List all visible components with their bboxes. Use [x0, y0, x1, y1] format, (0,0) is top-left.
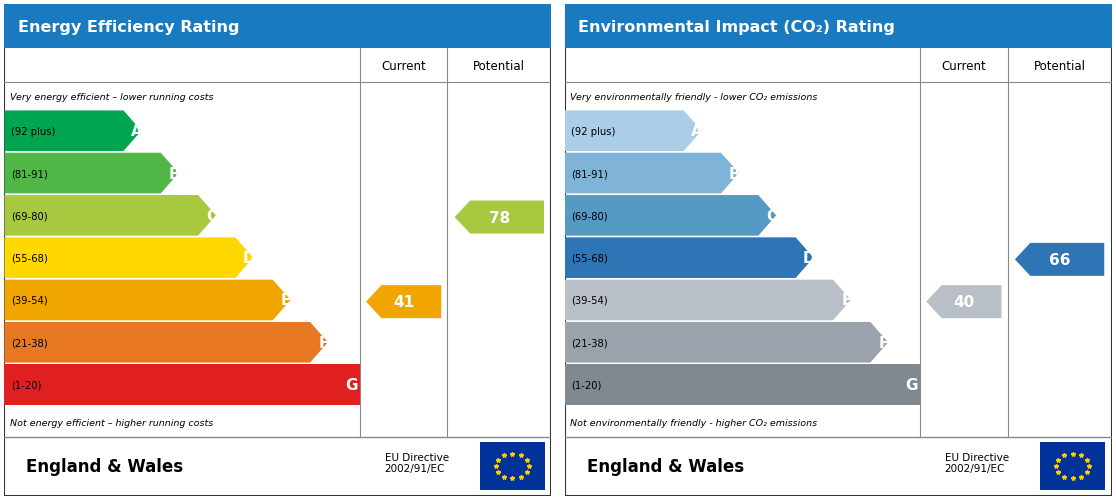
Text: 78: 78	[489, 210, 510, 225]
Text: E: E	[281, 293, 291, 308]
Polygon shape	[4, 153, 179, 194]
Text: E: E	[841, 293, 852, 308]
Polygon shape	[565, 111, 702, 152]
Polygon shape	[1014, 243, 1104, 276]
Bar	[4, 5, 551, 49]
Text: (92 plus): (92 plus)	[11, 126, 56, 136]
Text: Not energy efficient – higher running costs: Not energy efficient – higher running co…	[10, 418, 213, 427]
Text: 40: 40	[953, 295, 974, 310]
Bar	[565, 5, 1112, 49]
Polygon shape	[4, 111, 142, 152]
Text: Very energy efficient – lower running costs: Very energy efficient – lower running co…	[10, 93, 213, 102]
Text: (92 plus): (92 plus)	[571, 126, 616, 136]
Text: (69-80): (69-80)	[571, 211, 608, 221]
Polygon shape	[4, 365, 359, 405]
Text: F: F	[318, 335, 328, 350]
Text: (21-38): (21-38)	[11, 338, 48, 348]
Text: (81-91): (81-91)	[11, 169, 48, 179]
Polygon shape	[565, 280, 850, 321]
Polygon shape	[4, 280, 290, 321]
Polygon shape	[926, 286, 1001, 319]
Text: B: B	[729, 166, 740, 181]
Polygon shape	[565, 153, 739, 194]
Text: G: G	[346, 377, 358, 392]
Text: (1-20): (1-20)	[571, 380, 602, 390]
Polygon shape	[565, 238, 814, 279]
Text: (39-54): (39-54)	[11, 296, 48, 305]
Text: Potential: Potential	[1033, 60, 1086, 72]
Text: (39-54): (39-54)	[571, 296, 608, 305]
Text: D: D	[802, 250, 816, 266]
Polygon shape	[565, 365, 920, 405]
Text: B: B	[169, 166, 180, 181]
Text: (69-80): (69-80)	[11, 211, 48, 221]
Text: (21-38): (21-38)	[571, 338, 608, 348]
Text: Environmental Impact (CO₂) Rating: Environmental Impact (CO₂) Rating	[578, 20, 895, 35]
Polygon shape	[4, 238, 253, 279]
Text: G: G	[906, 377, 918, 392]
Text: A: A	[131, 124, 143, 139]
Text: EU Directive
2002/91/EC: EU Directive 2002/91/EC	[945, 452, 1009, 473]
Polygon shape	[366, 286, 441, 319]
Text: A: A	[691, 124, 703, 139]
Text: England & Wales: England & Wales	[587, 457, 743, 475]
Text: EU Directive
2002/91/EC: EU Directive 2002/91/EC	[385, 452, 449, 473]
Text: C: C	[767, 208, 777, 223]
Text: F: F	[878, 335, 888, 350]
Text: Current: Current	[942, 60, 987, 72]
Text: 41: 41	[393, 295, 414, 310]
Polygon shape	[565, 322, 888, 363]
Text: (1-20): (1-20)	[11, 380, 41, 390]
Polygon shape	[565, 196, 777, 236]
Text: D: D	[242, 250, 256, 266]
Text: Very environmentally friendly - lower CO₂ emissions: Very environmentally friendly - lower CO…	[570, 93, 818, 102]
Text: Energy Efficiency Rating: Energy Efficiency Rating	[18, 20, 240, 35]
Bar	[1040, 442, 1105, 490]
Text: (81-91): (81-91)	[571, 169, 608, 179]
Text: Not environmentally friendly - higher CO₂ emissions: Not environmentally friendly - higher CO…	[570, 418, 817, 427]
Polygon shape	[454, 201, 543, 234]
Text: (55-68): (55-68)	[571, 253, 608, 263]
Text: C: C	[206, 208, 217, 223]
Polygon shape	[4, 322, 328, 363]
Text: England & Wales: England & Wales	[27, 457, 183, 475]
Text: 66: 66	[1049, 253, 1070, 268]
Text: Potential: Potential	[473, 60, 526, 72]
Text: Current: Current	[382, 60, 426, 72]
Bar	[480, 442, 545, 490]
Polygon shape	[4, 196, 217, 236]
Text: (55-68): (55-68)	[11, 253, 48, 263]
